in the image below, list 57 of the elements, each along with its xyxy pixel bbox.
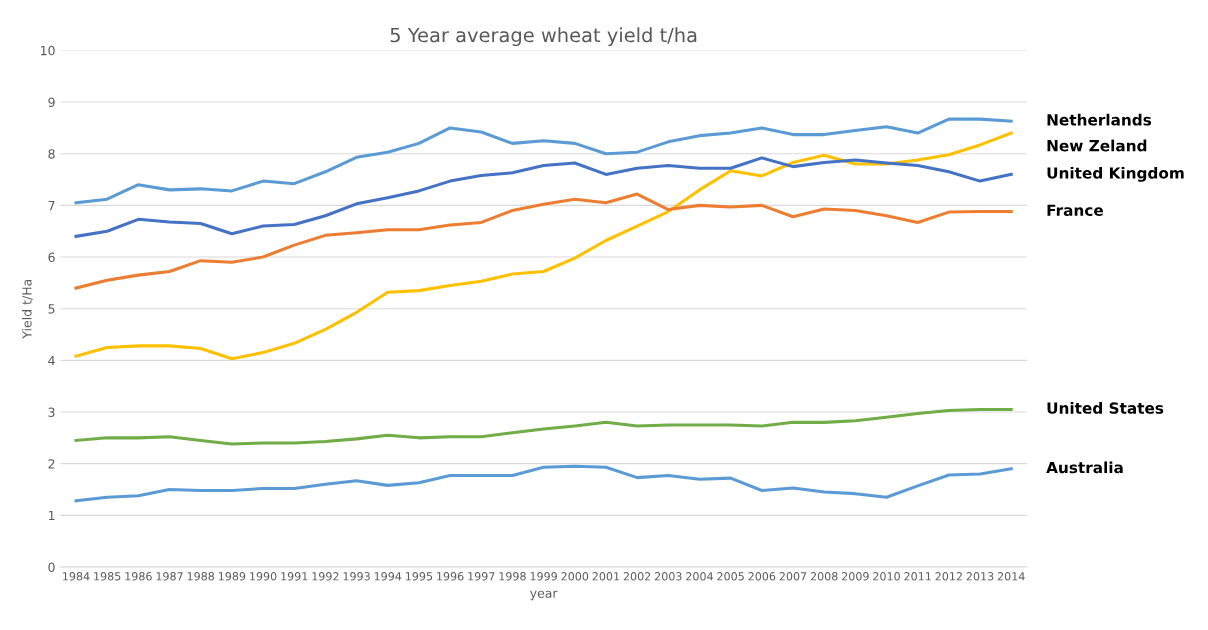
y-axis-title: Yield t/Ha: [21, 279, 33, 339]
x-tick-label: 1986: [125, 572, 152, 581]
x-tick-label: 1997: [468, 572, 495, 581]
x-tick-label: 2001: [592, 572, 620, 581]
line-series: [74, 131, 1013, 361]
x-tick-label: 2004: [686, 572, 713, 581]
y-tick-label: 9: [48, 97, 55, 107]
text: United Kingdom: [1047, 166, 1184, 182]
line-series: [74, 117, 1013, 205]
x-tick-label: 2006: [748, 572, 776, 581]
y-tick-label: 6: [48, 252, 55, 262]
y-tick-label: 1: [48, 510, 55, 521]
line-series: [74, 156, 1013, 238]
x-tick-label: 2011: [904, 572, 931, 581]
text: Netherlands: [1047, 113, 1152, 126]
text: United States: [1047, 402, 1164, 414]
x-tick-label: 1994: [374, 572, 402, 581]
x-tick-label: 1999: [530, 572, 557, 581]
x-tick-label: 2014: [997, 572, 1025, 581]
x-tick-label: 2010: [873, 572, 900, 581]
x-tick-label: 2012: [935, 572, 962, 581]
x-tick-label: 1989: [218, 572, 246, 581]
x-tick-label: 2007: [779, 572, 807, 581]
line-series: [74, 464, 1013, 503]
x-tick-label: 1988: [187, 572, 215, 581]
text: France: [1047, 204, 1103, 217]
x-tick-label: 2005: [717, 572, 744, 581]
x-tick-label: 1992: [312, 572, 339, 581]
x-tick-label: 1995: [405, 572, 433, 581]
text: Australia: [1046, 461, 1123, 474]
x-tick-label: 1984: [63, 572, 90, 581]
line-series: [74, 407, 1013, 446]
y-tick-label: 0: [48, 562, 55, 572]
y-tick-label: 10: [41, 45, 55, 56]
x-tick-label: 2000: [561, 572, 589, 581]
y-tick-label: 2: [48, 459, 55, 469]
y-tick-label: 7: [48, 201, 55, 211]
x-tick-label: 2003: [654, 572, 682, 581]
chart-title: 5 Year average wheat yield t/ha: [390, 27, 697, 47]
x-tick-label: 2008: [810, 572, 838, 581]
x-tick-label: 1996: [437, 572, 464, 581]
y-tick-label: 3: [48, 407, 55, 417]
x-tick-label: 1987: [156, 572, 183, 581]
y-tick-label: 8: [48, 149, 55, 159]
y-tick-label: 4: [48, 356, 55, 366]
x-tick-label: 2009: [842, 572, 869, 581]
x-tick-label: 1993: [343, 572, 370, 581]
x-tick-label: 1990: [250, 572, 277, 581]
x-tick-label: 1998: [499, 572, 526, 581]
x-axis-title: year: [530, 590, 558, 601]
x-tick-label: 2013: [966, 572, 994, 581]
x-tick-label: 1985: [94, 572, 121, 581]
x-tick-label: 2002: [623, 572, 651, 581]
x-tick-label: 1991: [281, 572, 308, 581]
line-series: [74, 192, 1013, 290]
text: New Zeland: [1047, 139, 1147, 152]
y-tick-label: 5: [48, 304, 55, 314]
